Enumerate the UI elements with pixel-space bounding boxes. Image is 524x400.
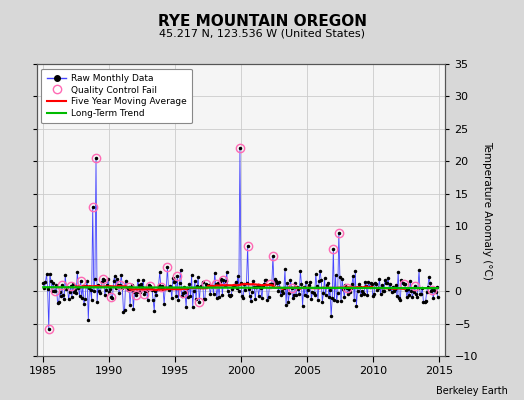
Y-axis label: Temperature Anomaly (°C): Temperature Anomaly (°C) (482, 140, 492, 280)
Text: 45.217 N, 123.536 W (United States): 45.217 N, 123.536 W (United States) (159, 28, 365, 38)
Legend: Raw Monthly Data, Quality Control Fail, Five Year Moving Average, Long-Term Tren: Raw Monthly Data, Quality Control Fail, … (41, 68, 192, 124)
Text: RYE MOUNTAIN OREGON: RYE MOUNTAIN OREGON (158, 14, 366, 29)
Text: Berkeley Earth: Berkeley Earth (436, 386, 508, 396)
